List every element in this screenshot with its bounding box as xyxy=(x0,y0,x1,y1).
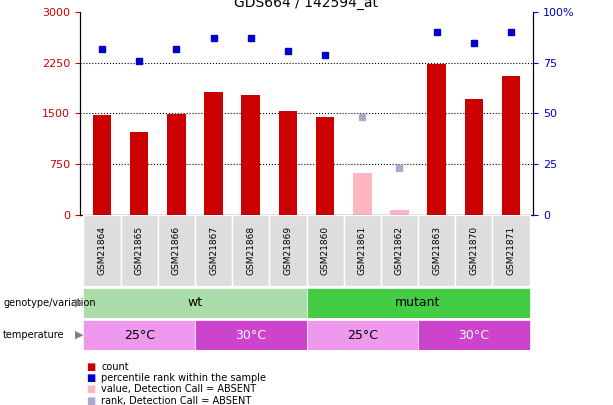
Bar xyxy=(204,92,223,215)
Bar xyxy=(390,210,409,215)
Text: 25°C: 25°C xyxy=(124,328,154,342)
Text: genotype/variation: genotype/variation xyxy=(3,298,96,308)
Text: ▶: ▶ xyxy=(75,330,83,340)
FancyBboxPatch shape xyxy=(195,215,232,286)
FancyBboxPatch shape xyxy=(492,215,530,286)
Text: ■: ■ xyxy=(86,373,95,383)
Text: GSM21860: GSM21860 xyxy=(321,226,330,275)
Text: 30°C: 30°C xyxy=(235,328,266,342)
Text: ■: ■ xyxy=(86,384,95,394)
FancyBboxPatch shape xyxy=(269,215,306,286)
Text: GSM21862: GSM21862 xyxy=(395,226,404,275)
FancyBboxPatch shape xyxy=(195,320,306,350)
Text: wt: wt xyxy=(188,296,202,309)
Text: ■: ■ xyxy=(86,362,95,371)
FancyBboxPatch shape xyxy=(83,215,121,286)
Bar xyxy=(353,173,371,215)
FancyBboxPatch shape xyxy=(232,215,269,286)
FancyBboxPatch shape xyxy=(306,288,530,318)
Text: GSM21863: GSM21863 xyxy=(432,226,441,275)
Bar xyxy=(279,111,297,215)
FancyBboxPatch shape xyxy=(306,320,418,350)
Text: GSM21864: GSM21864 xyxy=(97,226,107,275)
Text: value, Detection Call = ABSENT: value, Detection Call = ABSENT xyxy=(101,384,256,394)
FancyBboxPatch shape xyxy=(83,320,195,350)
FancyBboxPatch shape xyxy=(418,215,455,286)
FancyBboxPatch shape xyxy=(158,215,195,286)
Text: mutant: mutant xyxy=(395,296,441,309)
Text: temperature: temperature xyxy=(3,330,64,340)
Title: GDS664 / 142594_at: GDS664 / 142594_at xyxy=(235,0,378,10)
Text: ■: ■ xyxy=(86,396,95,405)
FancyBboxPatch shape xyxy=(418,320,530,350)
Bar xyxy=(242,94,260,215)
Bar xyxy=(465,99,483,215)
FancyBboxPatch shape xyxy=(306,215,344,286)
Text: GSM21861: GSM21861 xyxy=(358,226,367,275)
Bar xyxy=(130,132,148,215)
Text: 25°C: 25°C xyxy=(347,328,378,342)
FancyBboxPatch shape xyxy=(121,215,158,286)
FancyBboxPatch shape xyxy=(344,215,381,286)
Text: GSM21870: GSM21870 xyxy=(470,226,478,275)
Text: GSM21869: GSM21869 xyxy=(283,226,292,275)
Bar xyxy=(93,115,112,215)
Text: rank, Detection Call = ABSENT: rank, Detection Call = ABSENT xyxy=(101,396,251,405)
Text: GSM21865: GSM21865 xyxy=(135,226,143,275)
Text: count: count xyxy=(101,362,129,371)
Text: 30°C: 30°C xyxy=(459,328,489,342)
Bar xyxy=(167,114,186,215)
FancyBboxPatch shape xyxy=(83,288,306,318)
Text: GSM21867: GSM21867 xyxy=(209,226,218,275)
Bar xyxy=(501,76,520,215)
Bar xyxy=(427,64,446,215)
Text: GSM21871: GSM21871 xyxy=(506,226,516,275)
FancyBboxPatch shape xyxy=(381,215,418,286)
FancyBboxPatch shape xyxy=(455,215,492,286)
Bar xyxy=(316,117,334,215)
Text: GSM21866: GSM21866 xyxy=(172,226,181,275)
Text: GSM21868: GSM21868 xyxy=(246,226,255,275)
Text: percentile rank within the sample: percentile rank within the sample xyxy=(101,373,266,383)
Text: ▶: ▶ xyxy=(75,298,83,308)
